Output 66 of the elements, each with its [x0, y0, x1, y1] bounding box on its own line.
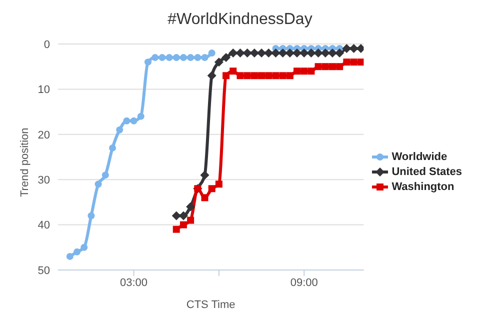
point	[102, 172, 109, 179]
point	[222, 72, 230, 80]
point	[322, 63, 329, 70]
y-tick-label: 20	[38, 129, 50, 142]
point	[357, 58, 364, 66]
point	[328, 63, 336, 70]
point	[186, 202, 196, 212]
point	[201, 54, 208, 62]
point	[200, 170, 210, 180]
point	[272, 72, 280, 80]
point	[222, 53, 231, 62]
point	[66, 252, 74, 260]
point	[265, 72, 272, 80]
y-tick-label: 10	[38, 84, 50, 96]
y-tick-label: 40	[38, 220, 50, 232]
point	[123, 117, 130, 124]
point	[180, 54, 187, 62]
point	[343, 58, 350, 66]
point	[314, 63, 322, 70]
point	[336, 63, 344, 70]
x-tick-label: 09:00	[290, 276, 318, 289]
point	[300, 68, 308, 75]
point	[94, 180, 102, 188]
x-tick-label: 03:00	[120, 276, 148, 289]
point	[172, 54, 180, 62]
point	[208, 50, 216, 57]
point	[294, 68, 300, 75]
point	[130, 117, 138, 124]
point	[158, 54, 166, 62]
point	[74, 248, 81, 256]
y-axis-title: Trend position	[18, 128, 31, 197]
point	[286, 72, 294, 80]
point	[137, 112, 144, 120]
point	[172, 226, 180, 233]
point	[258, 72, 266, 80]
point	[207, 71, 216, 80]
point	[214, 58, 224, 67]
point	[201, 194, 208, 202]
point	[350, 58, 358, 66]
y-tick-label: 30	[38, 174, 50, 187]
point	[215, 180, 222, 188]
point	[187, 216, 194, 224]
point	[180, 221, 187, 228]
point	[144, 58, 152, 66]
point	[308, 68, 315, 75]
legend-label: Worldwide	[392, 150, 448, 164]
point	[279, 72, 286, 80]
point	[236, 72, 244, 80]
y-tick-label: 0	[44, 38, 50, 51]
point	[244, 72, 251, 80]
point	[194, 54, 202, 62]
point	[187, 54, 194, 62]
point	[152, 54, 159, 62]
x-axis-title: CTS Time	[186, 299, 236, 311]
legend-label: Washington	[392, 180, 454, 194]
point	[80, 244, 88, 251]
point	[208, 185, 216, 192]
point	[109, 144, 116, 152]
point	[250, 72, 258, 80]
point	[230, 68, 237, 75]
chart-title: #WorldKindnessDay	[166, 10, 314, 30]
point	[116, 126, 124, 134]
point	[166, 54, 173, 62]
legend-label: United States	[392, 164, 462, 180]
point	[88, 212, 95, 220]
y-tick-label: 50	[38, 264, 50, 277]
